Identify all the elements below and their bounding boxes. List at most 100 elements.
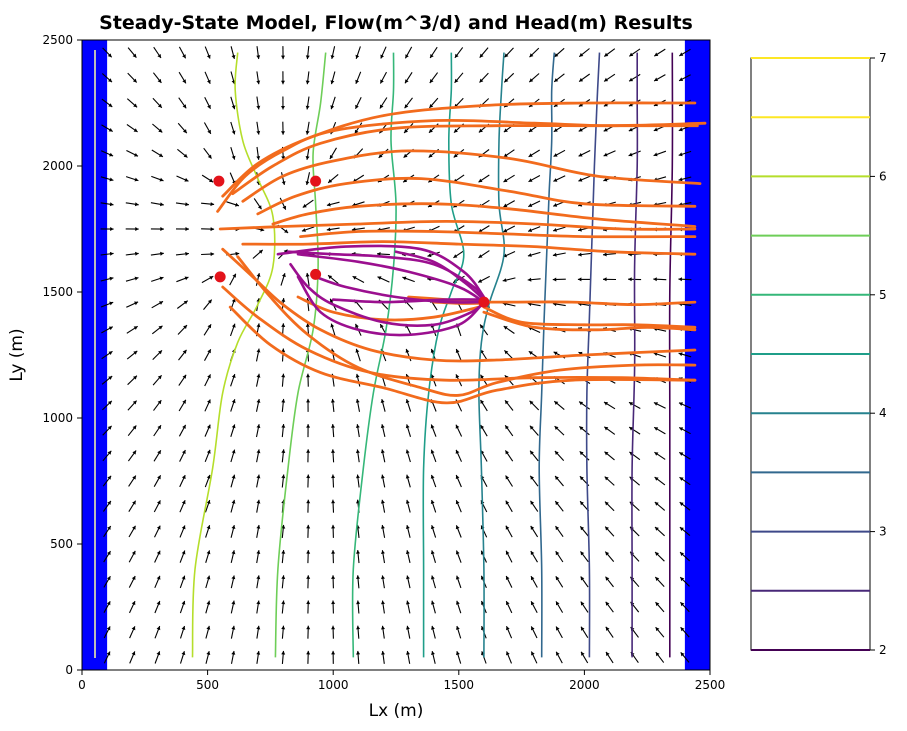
colorbar-ticks: 2 3 4 5 6 7 xyxy=(870,51,887,657)
flow-arrow-224 xyxy=(306,424,311,438)
flow-arrow-190 xyxy=(654,476,666,486)
flow-arrow-238 xyxy=(653,426,666,435)
flow-arrow-168 xyxy=(102,475,112,487)
flow-arrow-83 xyxy=(381,575,385,589)
flow-arrow-511 xyxy=(281,121,285,135)
pathline-orange-12 xyxy=(236,255,697,397)
flow-arrow-387 xyxy=(175,251,189,256)
flow-arrow-41 xyxy=(530,626,538,639)
flow-arrow-502 xyxy=(653,150,667,157)
flow-arrow-504 xyxy=(101,124,113,132)
flow-arrow-585 xyxy=(330,46,336,60)
flow-arrow-574 xyxy=(653,74,666,82)
pathline-orange-6 xyxy=(218,219,697,231)
flow-arrow-85 xyxy=(430,575,437,589)
flow-arrow-486 xyxy=(256,146,261,160)
flow-arrow-338 xyxy=(151,300,164,309)
flow-arrow-417 xyxy=(326,227,340,232)
flow-arrow-198 xyxy=(256,449,261,463)
flow-arrow-181 xyxy=(430,474,437,488)
y-tick-label-5: 2500 xyxy=(42,33,73,47)
flow-arrow-161 xyxy=(530,500,539,512)
flow-arrow-174 xyxy=(256,474,261,488)
colorbar-tick-label-0: 2 xyxy=(879,643,887,657)
flow-arrow-36 xyxy=(406,625,411,639)
flow-arrow-101 xyxy=(230,550,236,564)
flow-arrow-500 xyxy=(603,150,616,157)
x-tick-label-1: 500 xyxy=(196,678,219,692)
flow-arrow-242 xyxy=(153,399,162,411)
flow-arrow-221 xyxy=(230,424,236,437)
flow-arrow-261 xyxy=(628,401,641,409)
flow-arrow-386 xyxy=(150,251,164,256)
flow-arrow-508 xyxy=(203,122,212,135)
flow-arrow-120 xyxy=(103,525,112,538)
flow-arrow-480 xyxy=(100,150,114,157)
flow-arrow-105 xyxy=(331,550,336,564)
flow-arrow-191 xyxy=(679,476,691,486)
flow-arrow-188 xyxy=(604,476,615,486)
flow-arrow-204 xyxy=(405,449,411,463)
flow-arrow-268 xyxy=(204,374,211,387)
flow-arrow-48 xyxy=(103,601,111,613)
flow-arrow-1 xyxy=(129,651,136,664)
flow-arrow-134 xyxy=(455,525,462,538)
flow-arrow-403 xyxy=(577,252,591,257)
flow-arrow-566 xyxy=(454,72,464,84)
flow-arrow-210 xyxy=(554,450,565,461)
flow-arrow-249 xyxy=(330,398,335,412)
flow-arrow-37 xyxy=(431,625,436,639)
flow-arrow-212 xyxy=(604,451,615,461)
flow-arrow-402 xyxy=(552,252,566,257)
flow-arrow-536 xyxy=(305,96,310,110)
flow-arrow-65 xyxy=(530,600,538,614)
flow-arrow-321 xyxy=(330,323,336,337)
flow-arrow-2 xyxy=(154,651,161,664)
x-axis-title: Lx (m) xyxy=(369,701,424,721)
flow-arrow-123 xyxy=(179,525,186,538)
flow-arrow-589 xyxy=(429,46,438,59)
pathline-orange-16 xyxy=(296,295,481,322)
flow-arrow-5 xyxy=(230,650,236,664)
flow-arrow-53 xyxy=(230,600,236,614)
colorbar-tick-label-1: 3 xyxy=(879,525,887,539)
pathlines-layer xyxy=(216,101,707,405)
flow-arrow-200 xyxy=(306,449,311,463)
y-tick-label-1: 500 xyxy=(50,537,73,551)
flow-arrow-215 xyxy=(679,451,691,460)
flow-arrow-118 xyxy=(654,551,665,562)
flow-arrow-42 xyxy=(555,626,563,639)
head-contour-6.5 xyxy=(191,52,276,658)
flow-arrow-541 xyxy=(428,97,439,109)
flow-arrow-439 xyxy=(279,197,287,210)
pathline-purple-0 xyxy=(286,250,486,304)
flow-arrow-562 xyxy=(355,71,362,85)
flow-arrow-98 xyxy=(154,550,161,563)
flow-arrow-29 xyxy=(230,625,236,639)
flow-arrow-38 xyxy=(456,625,462,639)
well-4 xyxy=(310,268,322,280)
flow-arrow-100 xyxy=(205,550,211,563)
flow-arrow-116 xyxy=(604,551,615,562)
flow-arrow-172 xyxy=(204,474,211,488)
flow-arrow-178 xyxy=(356,474,360,488)
x-tick-label-3: 1500 xyxy=(444,678,475,692)
flow-arrow-479 xyxy=(678,176,692,182)
flow-arrow-255 xyxy=(480,399,488,412)
flow-arrow-594 xyxy=(554,47,565,58)
flow-arrow-150 xyxy=(256,499,261,513)
flow-arrow-488 xyxy=(305,146,310,160)
flow-arrow-503 xyxy=(678,150,692,157)
flow-arrow-501 xyxy=(628,150,641,157)
flow-arrow-95 xyxy=(679,576,690,587)
flow-arrow-6 xyxy=(256,650,261,664)
flow-arrow-270 xyxy=(255,373,261,387)
flow-arrow-262 xyxy=(653,402,666,409)
head-contour-5.5 xyxy=(351,52,397,658)
pathline-purple-4 xyxy=(296,275,486,337)
head-contour-4.5 xyxy=(478,52,506,658)
pathline-orange-9 xyxy=(482,300,697,307)
flow-arrow-153 xyxy=(331,499,336,513)
flow-arrow-86 xyxy=(455,575,462,589)
flow-arrow-92 xyxy=(605,576,614,588)
